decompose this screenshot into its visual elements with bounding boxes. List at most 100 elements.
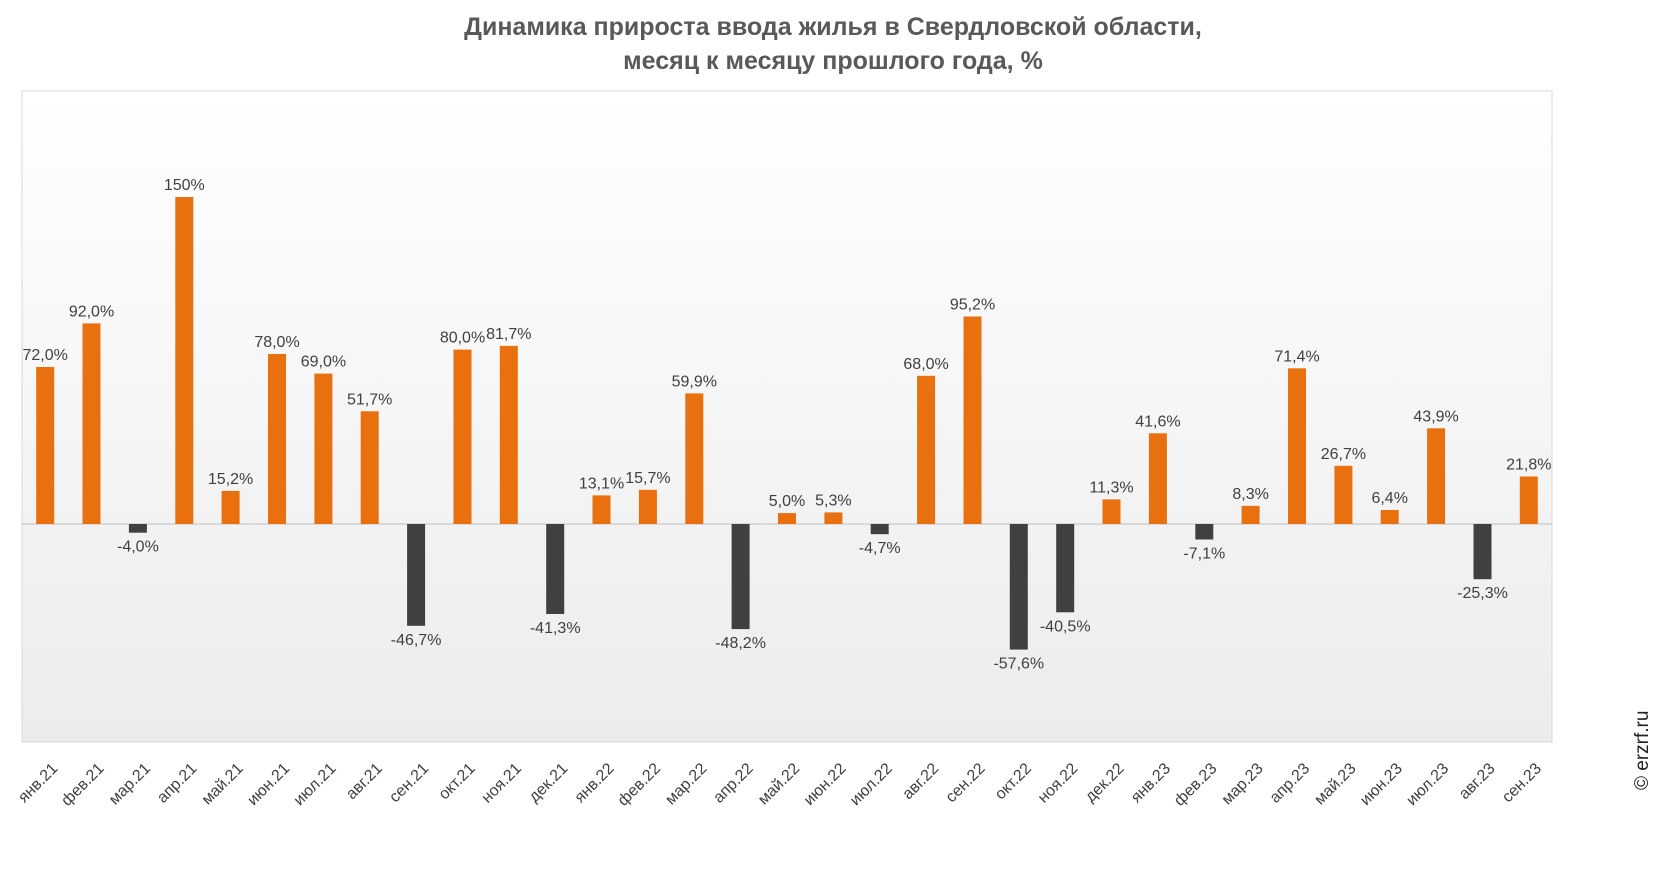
bar bbox=[1195, 524, 1214, 540]
data-label: 15,7% bbox=[625, 470, 670, 487]
data-label: 5,3% bbox=[815, 492, 851, 509]
x-tick-label: июл.21 bbox=[291, 760, 340, 809]
data-label: 72,0% bbox=[23, 347, 68, 364]
data-label: 6,4% bbox=[1371, 490, 1407, 507]
bar bbox=[1519, 476, 1538, 524]
x-tick-label: мар.23 bbox=[1219, 760, 1267, 808]
x-tick-label: май.21 bbox=[199, 760, 247, 808]
data-label: 59,9% bbox=[672, 373, 717, 390]
x-tick-label: июн.23 bbox=[1357, 760, 1406, 809]
bar bbox=[175, 197, 194, 524]
x-tick-label: фев.22 bbox=[615, 760, 664, 809]
data-label: 11,3% bbox=[1089, 479, 1133, 496]
data-label: -4,7% bbox=[859, 540, 901, 557]
bar bbox=[963, 316, 982, 524]
bar bbox=[314, 373, 333, 524]
data-label: 5,0% bbox=[769, 493, 805, 510]
bar bbox=[128, 524, 147, 533]
x-tick-label: авг.21 bbox=[343, 760, 386, 803]
data-label: -25,3% bbox=[1457, 585, 1508, 602]
bar bbox=[1473, 524, 1492, 580]
bars-group bbox=[36, 197, 1538, 650]
data-label: 8,3% bbox=[1232, 486, 1268, 503]
x-tick-label: янв.23 bbox=[1128, 760, 1174, 806]
data-label: 13,1% bbox=[579, 475, 624, 492]
data-label: 71,4% bbox=[1274, 348, 1319, 365]
bar bbox=[360, 411, 379, 524]
bar bbox=[268, 354, 286, 524]
x-tick-label: июн.22 bbox=[801, 760, 850, 809]
data-label: -46,7% bbox=[391, 632, 442, 649]
x-tick-label: май.23 bbox=[1311, 760, 1359, 808]
bar bbox=[1427, 428, 1446, 524]
data-label: -40,5% bbox=[1040, 618, 1091, 635]
x-tick-label: июл.23 bbox=[1403, 760, 1452, 809]
bar bbox=[1009, 524, 1028, 650]
bar bbox=[778, 513, 796, 524]
bar bbox=[1056, 524, 1075, 613]
data-label: 41,6% bbox=[1135, 413, 1180, 430]
data-label: -48,2% bbox=[715, 635, 766, 652]
x-tick-label: ноя.22 bbox=[1035, 760, 1081, 806]
x-tick-label: сен.21 bbox=[386, 760, 432, 806]
data-label: 26,7% bbox=[1321, 446, 1366, 463]
x-tick-label: мар.22 bbox=[662, 760, 710, 808]
bar bbox=[1148, 433, 1167, 524]
bar bbox=[546, 524, 565, 614]
x-tick-label: окт.21 bbox=[436, 760, 479, 803]
bar bbox=[870, 524, 889, 535]
bar bbox=[1288, 368, 1306, 524]
data-label: 81,7% bbox=[486, 326, 531, 343]
x-tick-label: апр.22 bbox=[710, 760, 757, 807]
x-tick-label: июл.22 bbox=[847, 760, 896, 809]
chart-title-line-1: Динамика прироста ввода жилья в Свердлов… bbox=[464, 13, 1202, 41]
data-label: 51,7% bbox=[347, 391, 392, 408]
bar bbox=[221, 490, 240, 524]
chart-title-line-2: месяц к месяцу прошлого года, % bbox=[623, 47, 1043, 75]
x-tick-label: авг.22 bbox=[899, 760, 942, 803]
bar bbox=[453, 349, 472, 524]
data-label: -4,0% bbox=[117, 539, 159, 556]
x-tick-label: дек.21 bbox=[526, 760, 572, 806]
x-tick-label: янв.21 bbox=[15, 760, 61, 806]
data-label: 78,0% bbox=[254, 334, 299, 351]
x-tick-label: июн.21 bbox=[244, 760, 293, 809]
x-tick-label: авг.23 bbox=[1456, 760, 1499, 803]
data-label: 21,8% bbox=[1506, 457, 1551, 474]
bar bbox=[1241, 505, 1260, 524]
data-label: 95,2% bbox=[950, 297, 995, 314]
data-label: -57,6% bbox=[993, 656, 1044, 673]
data-label: 43,9% bbox=[1413, 408, 1458, 425]
data-label: 150% bbox=[164, 177, 205, 194]
x-tick-label: апр.23 bbox=[1267, 760, 1314, 807]
copyright-watermark: © erzrf.ru bbox=[1632, 710, 1653, 790]
x-tick-label: фев.23 bbox=[1171, 760, 1220, 809]
x-tick-label: мар.21 bbox=[106, 760, 154, 808]
chart-title: Динамика прироста ввода жилья в Свердлов… bbox=[0, 10, 1666, 78]
x-tick-label: фев.21 bbox=[58, 760, 107, 809]
bar bbox=[82, 323, 101, 524]
x-tick-label: янв.22 bbox=[572, 760, 618, 806]
data-label: 80,0% bbox=[440, 330, 485, 347]
bar bbox=[685, 393, 704, 524]
data-label: 92,0% bbox=[69, 303, 114, 320]
data-label: 68,0% bbox=[903, 356, 948, 373]
bar bbox=[407, 524, 426, 626]
bar bbox=[1334, 465, 1353, 524]
data-label: 15,2% bbox=[208, 471, 253, 488]
bar bbox=[1102, 499, 1121, 524]
bar bbox=[499, 345, 518, 524]
x-tick-label: ноя.21 bbox=[479, 760, 525, 806]
data-label: -41,3% bbox=[530, 620, 581, 637]
x-tick-label: сен.22 bbox=[943, 760, 989, 806]
bar bbox=[917, 375, 936, 524]
bar bbox=[824, 512, 843, 524]
bar bbox=[638, 489, 657, 524]
bar bbox=[592, 495, 611, 524]
data-label: -7,1% bbox=[1183, 546, 1225, 563]
x-tick-label: сен.23 bbox=[1499, 760, 1545, 806]
bar bbox=[731, 524, 750, 630]
bar bbox=[36, 367, 55, 524]
